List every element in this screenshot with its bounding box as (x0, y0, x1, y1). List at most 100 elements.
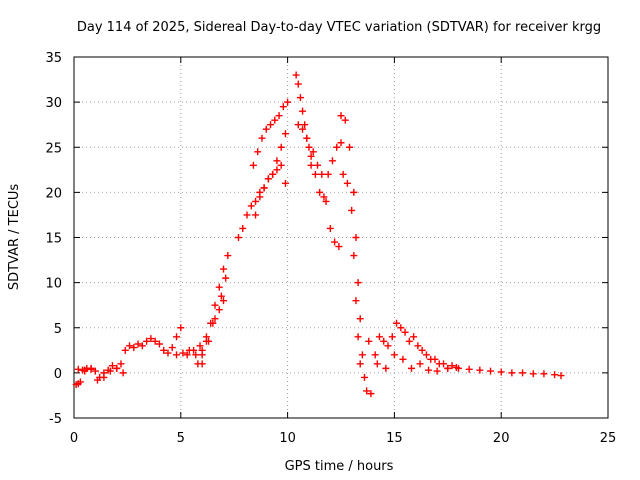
data-point (476, 366, 484, 374)
data-point (252, 211, 260, 219)
y-tick-label: 15 (45, 232, 62, 247)
data-point (354, 279, 362, 287)
x-tick-label: 5 (177, 431, 185, 446)
data-point (390, 351, 398, 359)
ticks-layer: 0 5 10 15 20 25 -5 0 5 10 15 20 25 30 35 (45, 51, 616, 446)
data-point (93, 376, 101, 384)
data-point (281, 130, 289, 138)
series-scatter-mid (309, 148, 343, 251)
series-baseline (74, 346, 206, 384)
series-rise-b (183, 297, 228, 359)
data-point (296, 94, 304, 102)
data-point (239, 224, 247, 232)
x-tick-label: 10 (279, 431, 296, 446)
data-point (173, 333, 181, 341)
data-point (341, 116, 349, 124)
data-point (397, 324, 405, 332)
data-point (294, 80, 302, 88)
points-layer (72, 71, 565, 398)
data-point (147, 335, 155, 343)
data-point (260, 184, 268, 192)
data-point (126, 342, 134, 350)
data-point (322, 197, 330, 205)
grid-layer (74, 57, 608, 418)
data-point (416, 360, 424, 368)
data-point (418, 346, 426, 354)
data-point (168, 344, 176, 352)
data-point (247, 202, 255, 210)
data-point (384, 342, 392, 350)
data-point (211, 315, 219, 323)
chart-title: Day 114 of 2025, Sidereal Day-to-day VTE… (77, 20, 601, 35)
data-point (314, 161, 322, 169)
data-point (339, 170, 347, 178)
y-tick-label: -5 (49, 412, 62, 427)
data-point (448, 362, 456, 370)
y-tick-label: 35 (45, 51, 62, 66)
series-after (363, 319, 460, 398)
data-point (519, 369, 527, 377)
data-point (508, 369, 516, 377)
data-point (277, 161, 285, 169)
data-point (81, 366, 89, 374)
data-point (358, 351, 366, 359)
data-point (211, 301, 219, 309)
data-point (299, 107, 307, 115)
data-point (164, 349, 172, 357)
data-point (354, 333, 362, 341)
data-point (425, 366, 433, 374)
series-after-low (365, 337, 441, 375)
y-tick-label: 5 (54, 322, 62, 337)
y-tick-label: 10 (45, 277, 62, 292)
data-point (393, 319, 401, 327)
data-point (346, 143, 354, 151)
x-tick-label: 0 (70, 431, 78, 446)
data-point (303, 134, 311, 142)
data-point (202, 333, 210, 341)
data-point (254, 148, 262, 156)
data-point (301, 121, 309, 129)
data-point (356, 360, 364, 368)
data-point (100, 373, 108, 381)
y-tick-label: 20 (45, 186, 62, 201)
data-point (318, 170, 326, 178)
data-point (360, 373, 368, 381)
data-point (350, 188, 358, 196)
data-point (130, 344, 138, 352)
data-point (371, 351, 379, 359)
x-tick-label: 20 (493, 431, 510, 446)
data-point (350, 252, 358, 260)
series-drop-a (337, 112, 368, 381)
data-point (405, 337, 413, 345)
data-point (155, 340, 163, 348)
data-point (309, 148, 317, 156)
data-point (113, 364, 121, 372)
data-point (249, 161, 257, 169)
data-point (305, 143, 313, 151)
data-point (367, 390, 375, 398)
data-point (440, 360, 448, 368)
data-point (551, 371, 559, 379)
data-point (173, 351, 181, 359)
data-point (196, 342, 204, 350)
data-point (343, 179, 351, 187)
data-point (444, 364, 452, 372)
data-point (380, 337, 388, 345)
plot-frame (73, 56, 609, 419)
data-point (388, 333, 396, 341)
data-point (401, 328, 409, 336)
data-point (356, 315, 364, 323)
data-point (215, 283, 223, 291)
y-tick-label: 25 (45, 141, 62, 156)
data-point (143, 337, 151, 345)
data-point (273, 166, 281, 174)
data-point (352, 234, 360, 241)
series-tail (444, 364, 565, 380)
data-point (121, 346, 129, 354)
series-rise-c (198, 274, 230, 368)
y-tick-label: 0 (54, 367, 62, 382)
data-point (119, 369, 127, 377)
data-point (335, 243, 343, 251)
data-point (363, 387, 371, 395)
